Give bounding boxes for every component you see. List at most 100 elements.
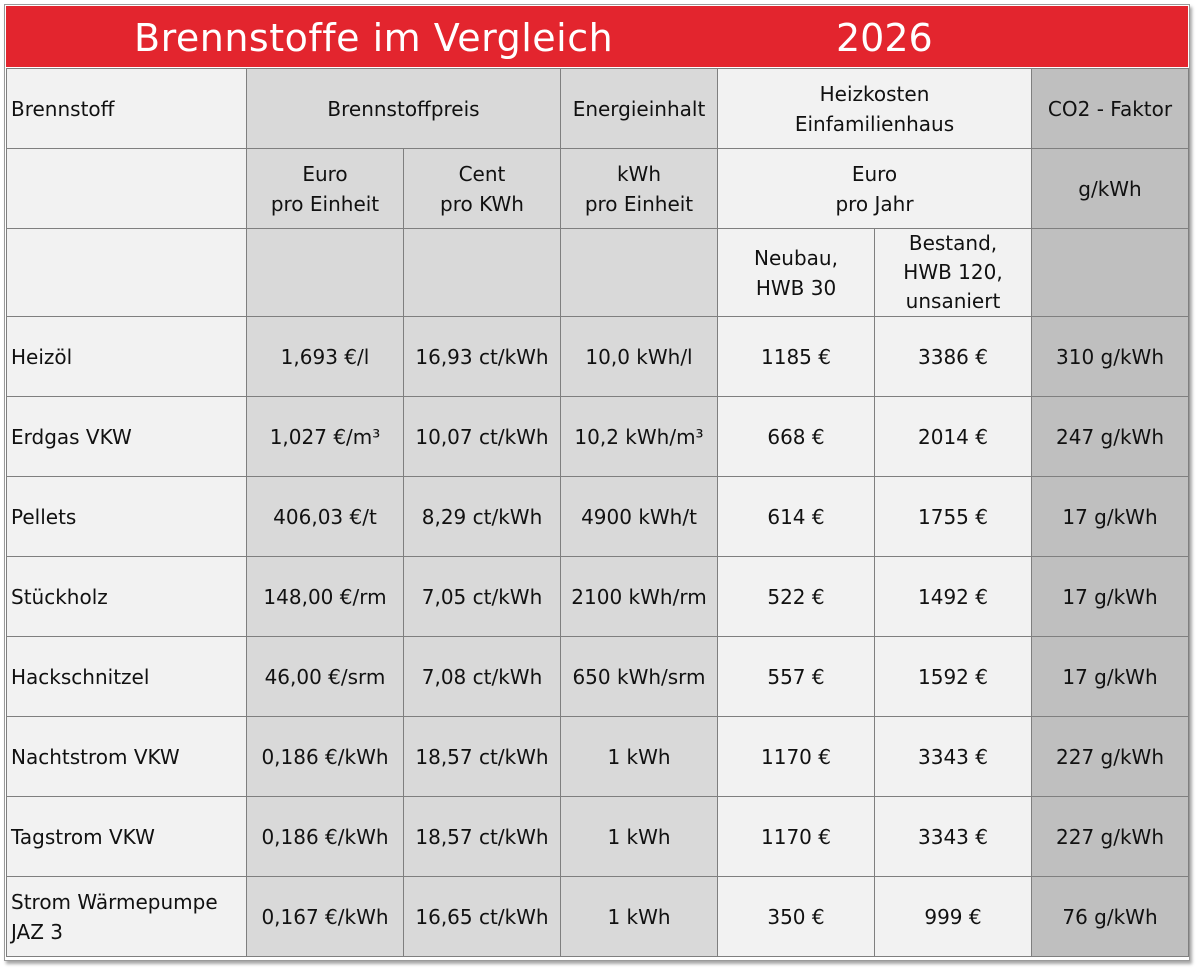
energy-content: 4900 kWh/t [560,476,718,557]
header-heizkosten-line1: Heizkosten [819,81,930,106]
price-cent: 10,07 ct/kWh [403,396,561,477]
price-euro: 148,00 €/rm [246,556,404,637]
unit-co2: g/kWh [1031,148,1189,229]
sub-bestand: Bestand, HWB 120, unsaniert [874,228,1032,317]
fuel-name: Pellets [6,476,247,557]
cost-bestand: 2014 € [874,396,1032,477]
energy-content: 650 kWh/srm [560,636,718,717]
cost-neubau: 1170 € [717,796,875,877]
price-cent: 18,57 ct/kWh [403,796,561,877]
cost-neubau: 557 € [717,636,875,717]
price-euro: 1,693 €/l [246,316,404,397]
co2-factor: 310 g/kWh [1031,316,1189,397]
energy-content: 1 kWh [560,716,718,797]
fuel-name-line1: Strom Wärmepumpe [11,889,218,914]
energy-content: 1 kWh [560,796,718,877]
energy-content: 10,0 kWh/l [560,316,718,397]
table-row: Stückholz 148,00 €/rm 7,05 ct/kWh 2100 k… [6,556,1189,637]
cost-bestand: 1592 € [874,636,1032,717]
table-row: Erdgas VKW 1,027 €/m³ 10,07 ct/kWh 10,2 … [6,396,1189,477]
sub-empty [246,228,404,317]
cost-neubau: 1170 € [717,716,875,797]
co2-factor: 17 g/kWh [1031,636,1189,717]
energy-content: 2100 kWh/rm [560,556,718,637]
table-row: Strom Wärmepumpe JAZ 3 0,167 €/kWh 16,65… [6,876,1189,957]
price-cent: 16,65 ct/kWh [403,876,561,957]
header-row: Brennstoff Brennstoffpreis Energieinhalt… [6,68,1189,149]
co2-factor: 227 g/kWh [1031,716,1189,797]
cost-neubau: 614 € [717,476,875,557]
unit-kwh: kWh pro Einheit [560,148,718,229]
unit-euro-line2: pro Einheit [270,191,380,216]
cost-bestand: 1492 € [874,556,1032,637]
cost-neubau: 668 € [717,396,875,477]
fuel-name: Hackschnitzel [6,636,247,717]
co2-factor: 227 g/kWh [1031,796,1189,877]
fuel-name-line2: JAZ 3 [11,919,64,944]
unit-kwh-line2: pro Einheit [584,191,694,216]
subheader-row: Neubau, HWB 30 Bestand, HWB 120, unsanie… [6,228,1189,317]
sub-neubau-line1: Neubau, [754,245,838,270]
header-energieinhalt: Energieinhalt [560,68,718,149]
sub-neubau: Neubau, HWB 30 [717,228,875,317]
co2-factor: 17 g/kWh [1031,556,1189,637]
units-row: Euro pro Einheit Cent pro KWh kWh pro Ei… [6,148,1189,229]
unit-cent: Cent pro KWh [403,148,561,229]
unit-euro-jahr: Euro pro Jahr [717,148,1032,229]
price-euro: 1,027 €/m³ [246,396,404,477]
cost-bestand: 3386 € [874,316,1032,397]
fuel-name: Stückholz [6,556,247,637]
cost-bestand: 3343 € [874,796,1032,877]
header-heizkosten: Heizkosten Einfamilienhaus [717,68,1032,149]
unit-cent-line2: pro KWh [440,191,524,216]
cost-bestand: 3343 € [874,716,1032,797]
price-cent: 8,29 ct/kWh [403,476,561,557]
price-euro: 0,167 €/kWh [246,876,404,957]
cost-neubau: 350 € [717,876,875,957]
unit-euro: Euro pro Einheit [246,148,404,229]
sub-empty [6,228,247,317]
fuel-name: Strom Wärmepumpe JAZ 3 [6,876,247,957]
cost-bestand: 1755 € [874,476,1032,557]
fuel-name: Erdgas VKW [6,396,247,477]
sub-bestand-line3: unsaniert [905,289,1001,313]
sub-empty [1031,228,1189,317]
co2-factor: 17 g/kWh [1031,476,1189,557]
unit-euro-line1: Euro [302,161,348,186]
header-co2-faktor: CO2 - Faktor [1031,68,1189,149]
co2-factor: 76 g/kWh [1031,876,1189,957]
price-cent: 7,08 ct/kWh [403,636,561,717]
energy-content: 10,2 kWh/m³ [560,396,718,477]
header-brennstoffpreis: Brennstoffpreis [246,68,561,149]
price-cent: 16,93 ct/kWh [403,316,561,397]
title-bar: Brennstoffe im Vergleich 2026 [6,6,1188,67]
header-brennstoff: Brennstoff [6,68,247,149]
table-row: Heizöl 1,693 €/l 16,93 ct/kWh 10,0 kWh/l… [6,316,1189,397]
sub-bestand-line2: HWB 120, [903,260,1003,284]
price-euro: 406,03 €/t [246,476,404,557]
price-cent: 18,57 ct/kWh [403,716,561,797]
header-heizkosten-line2: Einfamilienhaus [794,111,955,136]
price-euro: 46,00 €/srm [246,636,404,717]
sub-empty [403,228,561,317]
co2-factor: 247 g/kWh [1031,396,1189,477]
unit-jahr-line2: pro Jahr [835,191,914,216]
unit-jahr-line1: Euro [851,161,898,186]
price-euro: 0,186 €/kWh [246,796,404,877]
table-row: Tagstrom VKW 0,186 €/kWh 18,57 ct/kWh 1 … [6,796,1189,877]
units-empty [6,148,247,229]
sub-bestand-line1: Bestand, [908,231,998,255]
fuel-name: Nachtstrom VKW [6,716,247,797]
energy-content: 1 kWh [560,876,718,957]
cost-neubau: 1185 € [717,316,875,397]
table-row: Nachtstrom VKW 0,186 €/kWh 18,57 ct/kWh … [6,716,1189,797]
sub-empty [560,228,718,317]
fuel-name: Tagstrom VKW [6,796,247,877]
cost-neubau: 522 € [717,556,875,637]
cost-bestand: 999 € [874,876,1032,957]
table-row: Hackschnitzel 46,00 €/srm 7,08 ct/kWh 65… [6,636,1189,717]
sub-neubau-line2: HWB 30 [755,275,837,300]
fuel-name: Heizöl [6,316,247,397]
title-year: 2026 [836,16,933,60]
fuel-comparison-table: Brennstoff Brennstoffpreis Energieinhalt… [6,68,1189,957]
